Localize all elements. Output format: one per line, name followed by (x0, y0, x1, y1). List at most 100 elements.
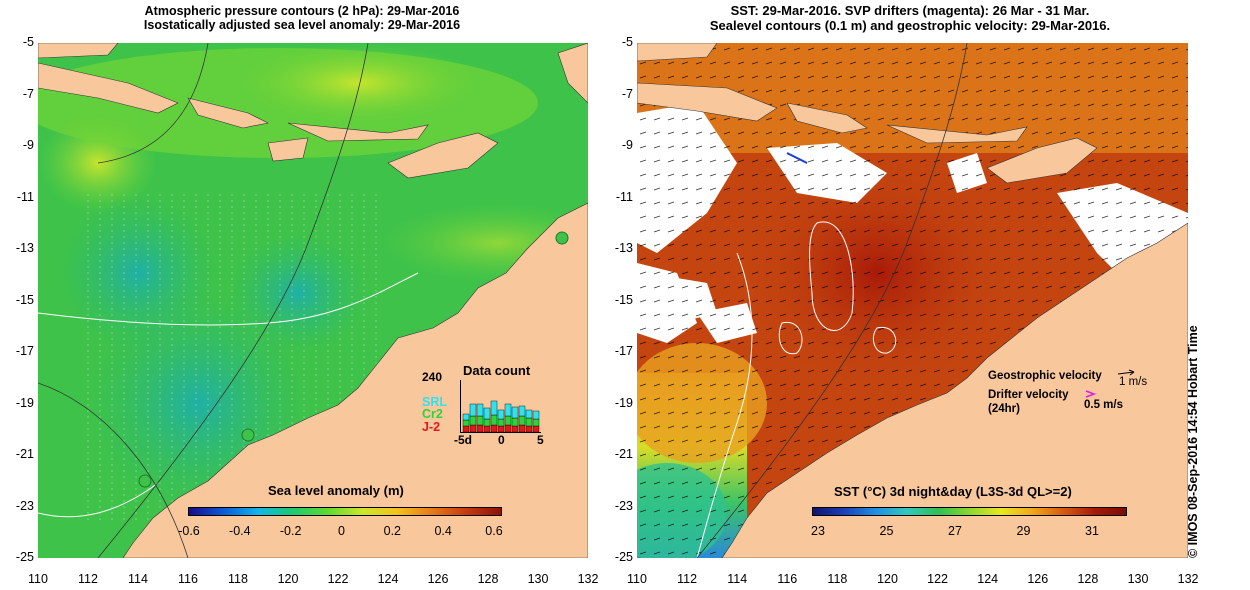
data-count-bar (483, 425, 491, 432)
lat-tick-label: -7 (621, 86, 633, 101)
colorbar-tick-label: 0.4 (434, 524, 452, 538)
sst-map[interactable]: Geostrophic velocity 1 m/s Drifter veloc… (637, 43, 1188, 558)
right-title-line2: Sealevel contours (0.1 m) and geostrophi… (709, 18, 1111, 33)
lat-tick-label: -23 (614, 498, 633, 513)
sea-level-anomaly-map[interactable]: Data count 240 SRL Cr2 J-2 -5d 0 5 Sea l… (38, 43, 588, 558)
lat-tick-label: -5 (22, 35, 34, 49)
lat-tick-label: -25 (15, 550, 34, 564)
geostrophic-velocity-label: Geostrophic velocity (988, 370, 1102, 382)
data-count-bar (483, 418, 491, 427)
data-count-bar (511, 417, 519, 427)
lat-tick-label: -13 (15, 241, 34, 255)
lon-tick-label: 124 (977, 572, 999, 586)
colorbar-tick-label: -0.4 (229, 524, 251, 538)
data-count-title: Data count (463, 363, 531, 378)
lon-tick-label: 124 (377, 572, 399, 586)
drifter-velocity-period: (24hr) (988, 403, 1020, 415)
lon-tick-label: 128 (1077, 572, 1099, 586)
lon-tick-label: 114 (727, 572, 748, 586)
data-count-bar (476, 415, 484, 426)
lat-tick-label: -19 (15, 395, 34, 410)
data-count-bar (490, 414, 498, 426)
left-title-line2: Isostatically adjusted sea level anomaly… (143, 18, 461, 32)
lon-tick-label: 128 (477, 572, 499, 586)
data-count-ymax: 240 (422, 370, 443, 384)
data-count-series-cr2: Cr2 (422, 407, 443, 421)
right-colorbar (812, 507, 1127, 516)
lat-tick-label: -21 (15, 447, 34, 461)
drifter-velocity-label: Drifter velocity (988, 389, 1069, 401)
data-count-bar (462, 425, 470, 432)
data-count-bar (476, 403, 484, 417)
data-count-chart (460, 380, 541, 433)
data-count-bar (504, 424, 512, 432)
lon-tick-label: 118 (228, 572, 248, 586)
lon-tick-label: 130 (527, 572, 549, 586)
colorbar-tick-label: 27 (948, 524, 962, 538)
lon-tick-label: 120 (277, 572, 299, 586)
colorbar-tick-label: 0.2 (383, 524, 402, 538)
data-count-xtick-end: 5 (537, 433, 544, 447)
lon-tick-label: 116 (178, 572, 198, 586)
right-title-line1: SST: 29-Mar-2016. SVP drifters (magenta)… (730, 3, 1090, 18)
lon-tick-label: 112 (677, 572, 698, 586)
colorbar-tick-label: 31 (1085, 524, 1099, 538)
geostrophic-velocity-scale: 1 m/s (1119, 376, 1148, 388)
data-count-series-srl: SRL (422, 395, 447, 409)
lat-tick-label: -5 (621, 35, 633, 49)
colorbar-tick-label: -0.2 (279, 524, 302, 538)
data-count-bar (497, 409, 505, 420)
data-count-bar (518, 415, 526, 426)
lat-tick-label: -15 (614, 292, 633, 307)
lat-tick-label: -17 (15, 344, 34, 358)
lat-tick-label: -17 (614, 344, 633, 358)
lat-tick-label: -13 (614, 241, 633, 255)
lat-tick-label: -11 (615, 189, 633, 204)
data-count-bar (469, 424, 477, 432)
lon-tick-label: 116 (777, 572, 798, 586)
data-count-bar (490, 424, 498, 432)
lat-tick-label: -9 (22, 138, 34, 152)
drifter-velocity-arrow-icon (1085, 389, 1097, 399)
data-count-bar (504, 403, 512, 417)
data-count-bar (462, 419, 470, 427)
left-colorbar (188, 507, 502, 516)
data-count-bar (483, 407, 491, 420)
colorbar-tick-label: 0 (338, 524, 345, 538)
data-count-bar (469, 403, 477, 417)
lon-tick-label: 132 (1177, 572, 1199, 586)
data-count-bar (525, 409, 533, 419)
lon-tick-label: 118 (827, 572, 848, 586)
data-count-bar (476, 424, 484, 432)
lon-tick-label: 122 (327, 572, 349, 586)
data-count-bar (490, 400, 498, 416)
lon-tick-label: 126 (1027, 572, 1049, 586)
colorbar-tick-label: 25 (879, 524, 894, 538)
lon-tick-label: 122 (927, 572, 949, 586)
left-colorbar-label: Sea level anomaly (m) (268, 483, 404, 498)
lon-tick-label: 130 (1127, 572, 1149, 586)
lon-tick-label: 110 (627, 572, 647, 586)
lat-tick-label: -19 (614, 395, 633, 410)
data-count-bar (511, 425, 519, 432)
lat-tick-label: -9 (621, 138, 633, 152)
data-count-bar (511, 406, 519, 419)
data-count-xtick-start: -5d (454, 433, 472, 447)
lon-tick-label: 110 (28, 572, 48, 586)
right-colorbar-label: SST (°C) 3d night&day (L3S-3d QL>=2) (834, 484, 1072, 499)
data-count-bar (532, 410, 540, 420)
lon-tick-label: 120 (877, 572, 898, 586)
data-count-bar (497, 418, 505, 427)
data-count-bar (462, 413, 470, 421)
credit-text: © IMOS 08-Sep-2016 14:54 Hobart Time (1186, 325, 1200, 558)
data-count-bar (518, 405, 526, 417)
data-count-bar (497, 425, 505, 432)
colorbar-tick-label: 23 (811, 524, 825, 538)
data-count-bar (469, 415, 477, 426)
colorbar-tick-label: 29 (1016, 524, 1031, 538)
data-count-bar (525, 417, 533, 427)
drifter-velocity-scale: 0.5 m/s (1084, 399, 1123, 411)
lat-tick-label: -23 (15, 498, 34, 513)
lat-tick-label: -21 (614, 447, 633, 461)
lat-tick-label: -15 (15, 292, 34, 307)
